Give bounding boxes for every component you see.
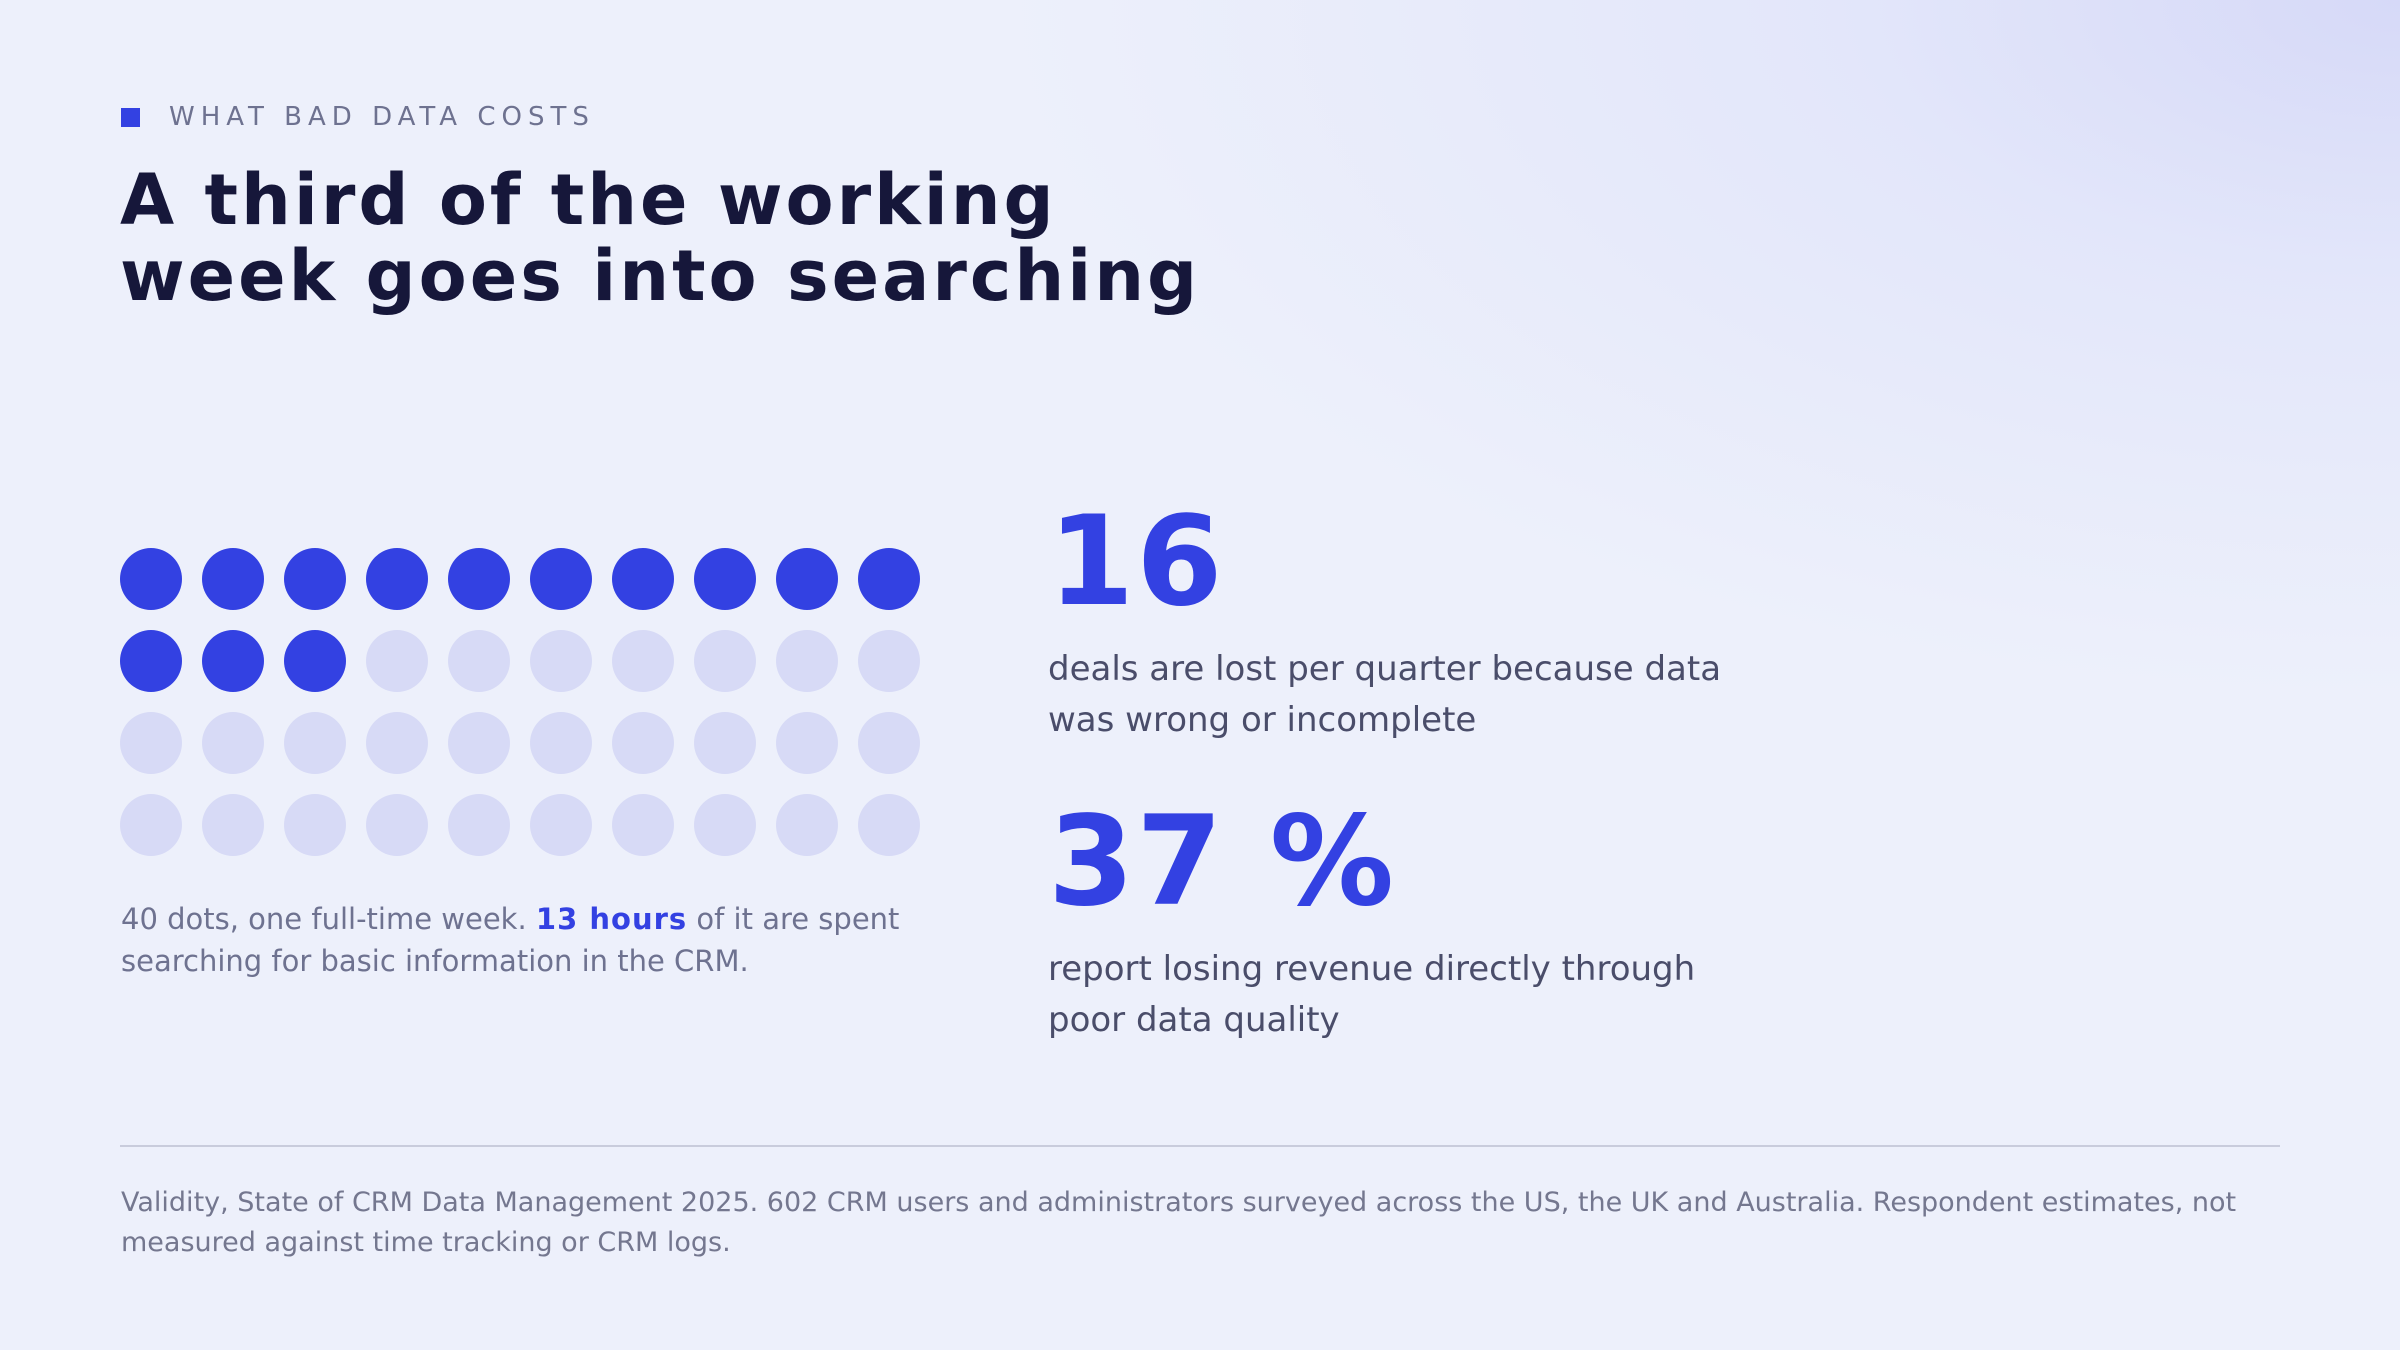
waffle-dot-empty — [448, 630, 510, 692]
waffle-dot-empty — [612, 630, 674, 692]
waffle-dot-filled — [202, 630, 264, 692]
waffle-dot-empty — [366, 794, 428, 856]
waffle-dot-filled — [284, 548, 346, 610]
waffle-dot-empty — [612, 794, 674, 856]
accent-square-icon — [121, 107, 140, 127]
divider — [120, 1145, 2280, 1147]
waffle-dot-empty — [202, 794, 264, 856]
source-note: Validity, State of CRM Data Management 2… — [121, 1187, 2237, 1258]
waffle-dot-empty — [776, 712, 838, 774]
waffle-dot-empty — [448, 794, 510, 856]
waffle-dot-filled — [858, 548, 920, 610]
stat-revenue-loss: 37 % report losing revenue directly thro… — [1048, 800, 1768, 1046]
stat-deals-lost: 16 deals are lost per quarter because da… — [1048, 500, 1768, 746]
waffle-dot-empty — [858, 712, 920, 774]
waffle-dot-filled — [202, 548, 264, 610]
waffle-dot-filled — [120, 548, 182, 610]
waffle-dot-filled — [776, 548, 838, 610]
waffle-dot-empty — [284, 712, 346, 774]
waffle-chart — [120, 548, 922, 856]
waffle-dot-empty — [612, 712, 674, 774]
waffle-dot-empty — [776, 630, 838, 692]
eyebrow: WHAT BAD DATA COSTS — [121, 104, 595, 130]
waffle-dot-filled — [284, 630, 346, 692]
waffle-dot-filled — [448, 548, 510, 610]
waffle-dot-empty — [858, 794, 920, 856]
waffle-caption: 40 dots, one full-time week. 13 hours of… — [121, 898, 901, 982]
waffle-dot-filled — [612, 548, 674, 610]
waffle-dot-filled — [120, 630, 182, 692]
waffle-dot-empty — [530, 794, 592, 856]
waffle-dot-empty — [530, 630, 592, 692]
waffle-dot-empty — [530, 712, 592, 774]
waffle-dot-empty — [448, 712, 510, 774]
waffle-dot-filled — [530, 548, 592, 610]
stat-value: 37 % — [1048, 790, 1396, 934]
waffle-dot-empty — [776, 794, 838, 856]
eyebrow-label: WHAT BAD DATA COSTS — [169, 102, 595, 132]
stat-description: deals are lost per quarter because data … — [1048, 649, 1722, 740]
waffle-dot-filled — [694, 548, 756, 610]
waffle-dot-empty — [858, 630, 920, 692]
caption-lead: 40 dots, one full-time week. — [121, 902, 536, 936]
waffle-dot-empty — [694, 794, 756, 856]
waffle-dot-empty — [694, 630, 756, 692]
waffle-dot-empty — [366, 630, 428, 692]
waffle-dot-empty — [120, 794, 182, 856]
waffle-dot-empty — [202, 712, 264, 774]
stat-description: report losing revenue directly through p… — [1048, 949, 1696, 1040]
waffle-dot-empty — [284, 794, 346, 856]
waffle-dot-empty — [694, 712, 756, 774]
waffle-dot-empty — [366, 712, 428, 774]
waffle-dot-empty — [120, 712, 182, 774]
waffle-dot-filled — [366, 548, 428, 610]
caption-highlight: 13 hours — [535, 902, 688, 936]
caption-tail: of it are spent searching for basic info… — [121, 902, 900, 978]
page-title: A third of the working week goes into se… — [120, 159, 1201, 317]
stat-value: 16 — [1048, 490, 1225, 634]
